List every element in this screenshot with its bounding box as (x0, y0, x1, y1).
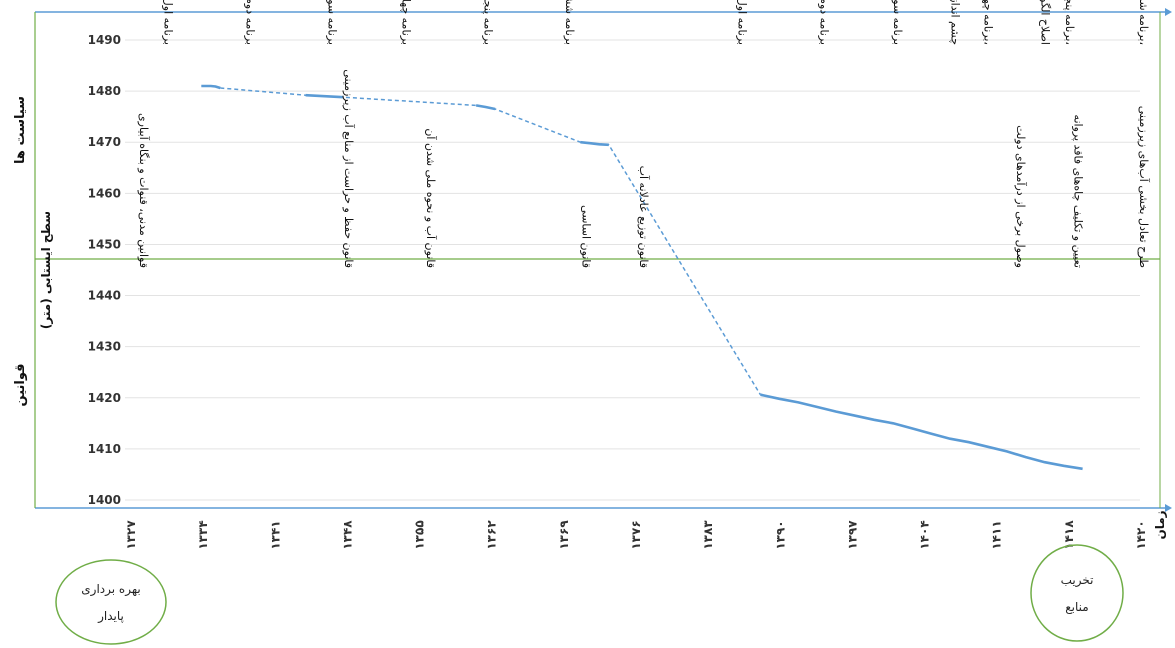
policy-label: برنامه اول توسعه (735, 0, 748, 45)
law-label: قانون آب و نحوه ملی شدن آن (424, 128, 438, 268)
x-tick-label: ۱۳۵۵ (413, 520, 427, 549)
policy-label: اصلاح الگوی مصرف (1039, 0, 1052, 45)
x-tick-label: ۱۳۷۶ (629, 520, 643, 549)
circle-sustainable-line1: بهره برداری (81, 582, 140, 597)
policy-labels: برنامه اول عمرانی برنامه دوم عمرانی برنامه… (162, 0, 1150, 45)
x-axis-label: زمان (1153, 510, 1167, 539)
law-label: قانون اساسی (580, 205, 593, 268)
x-tick-label: ۱۳۶۹ (557, 520, 571, 550)
x-tick-label: ۱۳۸۳ (701, 520, 715, 550)
policy-label: برنامه دوم عمرانی (244, 0, 257, 45)
y-tick-label: 1420 (88, 391, 121, 405)
section-label-policies: سیاست ها (13, 96, 28, 164)
circle-destruction-line1: تخریب (1061, 573, 1094, 588)
y-tick-labels: 1400 1410 1420 1430 1440 1450 1460 1470 1480 1490 (88, 33, 121, 507)
policy-label: چشم انداز افق ۱۴۰۴ (947, 0, 961, 45)
x-tick-label: ۱۳۶۲ (485, 520, 499, 550)
x-tick-label: ۱۴۰۴ (918, 520, 932, 549)
x-tick-label: ۱۳۹۰ (773, 520, 787, 549)
policy-label: برنامه چهارم توسعه، (981, 0, 994, 45)
circle-destruction-line2: منابع (1065, 600, 1088, 614)
circle-destruction (1030, 544, 1124, 642)
y-tick-label: 1410 (88, 442, 121, 456)
series-line-solid (760, 393, 1083, 471)
y-tick-label: 1470 (88, 135, 121, 149)
bottom-axis-arrow (1165, 504, 1172, 512)
series-line-solid (201, 84, 221, 90)
law-label: تعیین و تکلیف چاه‌های فاقد پروانه (1071, 115, 1084, 268)
y-axis-label: سطح ایستابی (متر) (39, 211, 53, 329)
x-tick-label: ۱۴۲۰ (1134, 520, 1148, 549)
policy-label: برنامه ششم توسعه، (1137, 0, 1150, 45)
law-labels: قوانین مدنی، قنوات و بنگاه آبیاری قانون ح… (137, 69, 1151, 268)
policy-label: برنامه دوم توسعه (817, 0, 830, 45)
y-tick-label: 1450 (88, 237, 121, 251)
y-tick-label: 1400 (88, 493, 121, 507)
law-label: قوانین مدنی، قنوات و بنگاه آبیاری (137, 113, 151, 268)
y-tick-label: 1440 (88, 289, 121, 303)
policy-label: برنامه سوم عمرانی (326, 0, 339, 45)
y-tick-label: 1490 (88, 33, 121, 47)
section-label-laws: قوانین (13, 363, 28, 406)
x-tick-label: ۱۴۱۱ (990, 520, 1004, 549)
series-line-dashed (220, 87, 762, 396)
policy-label: برنامه ششم عمرانی (563, 0, 576, 45)
series (201, 84, 1083, 471)
policy-label: برنامه پنجم عمرانی (481, 0, 494, 45)
top-axis-arrow (1165, 8, 1172, 16)
law-label: طرح تعادل بخشی آب‌های زیرزمینی (1137, 106, 1151, 269)
x-tick-labels: ۱۳۲۷ ۱۳۳۴ ۱۳۴۱ ۱۳۴۸ ۱۳۵۵ ۱۳۶۲ ۱۳۶۹ ۱۳۷۶ ۱۳۸۳ ۱۳۹۰… (124, 520, 1148, 550)
grid (125, 39, 1140, 501)
x-tick-label: ۱۳۴۱ (268, 520, 282, 549)
law-label: قانون توزیع عادلانه آب (637, 166, 651, 268)
law-label: قانون حفظ و حراست از منابع آب زیرزمینی (342, 69, 356, 268)
circle-sustainable-line2: پایدار (97, 609, 124, 624)
x-tick-label: ۱۳۲۷ (124, 520, 138, 550)
policy-label: برنامه پنجم توسعه، (1063, 0, 1076, 45)
policy-label: برنامه سوم توسعه (891, 0, 904, 45)
y-tick-label: 1460 (88, 186, 121, 200)
x-tick-label: ۱۳۹۷ (845, 520, 859, 550)
policy-label: برنامه اول عمرانی (162, 0, 175, 45)
y-tick-label: 1480 (88, 84, 121, 98)
x-tick-label: ۱۴۱۸ (1062, 520, 1076, 550)
x-tick-label: ۱۳۳۴ (196, 520, 210, 549)
y-tick-label: 1430 (88, 340, 121, 354)
law-label: وصول برخی از درآمدهای دولت (1014, 125, 1028, 268)
x-tick-label: ۱۳۴۸ (340, 520, 354, 550)
circle-sustainable (55, 559, 167, 645)
policy-label: برنامه چهارم عمرانی (399, 0, 412, 45)
